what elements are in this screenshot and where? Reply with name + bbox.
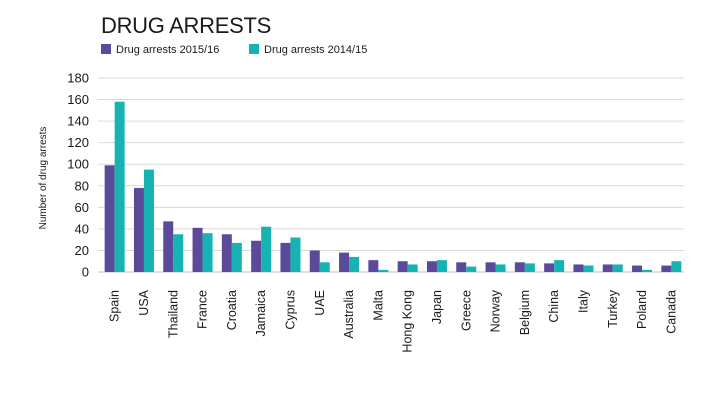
x-tick-label: Norway — [489, 289, 503, 332]
x-tick-label: Australia — [342, 290, 356, 339]
y-tick-label: 120 — [67, 135, 89, 150]
y-tick-label: 40 — [75, 221, 89, 236]
y-tick-label: 160 — [67, 92, 89, 107]
bar-usa-2014-15 — [143, 169, 154, 272]
x-tick-label: Belgium — [518, 290, 532, 335]
bar-greece-2014-15 — [466, 266, 477, 272]
bar-australia-2015-16 — [339, 252, 350, 272]
bar-hong-kong-2014-15 — [407, 264, 418, 272]
x-tick-label: Italy — [576, 289, 590, 313]
bar-croatia-2014-15 — [231, 242, 242, 272]
bar-uae-2015-16 — [309, 250, 320, 272]
bar-turkey-2014-15 — [612, 264, 623, 272]
y-axis-label: Number of drug arrests — [38, 127, 49, 230]
bar-france-2014-15 — [202, 233, 213, 272]
bar-poland-2014-15 — [642, 269, 653, 272]
bar-france-2015-16 — [192, 227, 203, 272]
bar-canada-2015-16 — [661, 265, 672, 272]
bar-cyprus-2015-16 — [280, 242, 291, 272]
x-tick-label: Croatia — [225, 290, 239, 330]
bar-australia-2014-15 — [349, 256, 360, 272]
x-tick-label: USA — [137, 289, 151, 315]
y-tick-label: 80 — [75, 178, 89, 193]
bar-uae-2014-15 — [319, 262, 330, 272]
x-tick-label: China — [547, 290, 561, 323]
chart-title: DRUG ARRESTS — [101, 13, 271, 38]
legend: Drug arrests 2015/16 Drug arrests 2014/1… — [101, 44, 367, 56]
bar-spain-2015-16 — [104, 165, 115, 272]
x-tick-label: Turkey — [606, 289, 620, 327]
bar-norway-2014-15 — [495, 264, 506, 272]
bar-turkey-2015-16 — [602, 264, 613, 272]
y-tick-label: 100 — [67, 157, 89, 172]
x-tick-label: Thailand — [166, 290, 180, 338]
bar-thailand-2014-15 — [173, 234, 184, 272]
bar-malta-2014-15 — [378, 269, 389, 272]
bar-cyprus-2014-15 — [290, 237, 301, 272]
y-tick-label: 140 — [67, 114, 89, 129]
bar-thailand-2015-16 — [163, 221, 174, 272]
y-tick-label: 20 — [75, 243, 89, 258]
bar-croatia-2015-16 — [221, 234, 232, 272]
bar-norway-2015-16 — [485, 262, 496, 272]
legend-label-2015-16: Drug arrests 2015/16 — [116, 44, 219, 56]
bar-belgium-2014-15 — [524, 263, 535, 272]
y-tick-label: 0 — [82, 265, 89, 280]
legend-swatch-2014-15 — [249, 44, 259, 54]
x-tick-label: Japan — [430, 290, 444, 324]
bar-greece-2015-16 — [456, 262, 467, 272]
x-tick-label: France — [196, 290, 210, 329]
bar-hong-kong-2015-16 — [397, 261, 408, 272]
bar-poland-2015-16 — [632, 265, 643, 272]
bar-spain-2014-15 — [114, 101, 125, 272]
y-axis-ticks: 0 20 40 60 80 100 120 140 160 180 — [67, 71, 89, 280]
x-tick-label: Hong Kong — [401, 290, 415, 353]
bar-japan-2014-15 — [436, 260, 447, 272]
bar-japan-2015-16 — [426, 261, 437, 272]
bar-italy-2015-16 — [573, 264, 584, 272]
legend-label-2014-15: Drug arrests 2014/15 — [264, 44, 367, 56]
bar-china-2014-15 — [554, 260, 565, 272]
x-tick-label: Poland — [635, 290, 649, 329]
x-tick-label: Canada — [664, 290, 678, 334]
x-axis-labels: Spain USA Thailand France Croatia Jamaica Cypr… — [108, 289, 679, 352]
x-tick-label: Cyprus — [283, 290, 297, 330]
bar-jamaica-2015-16 — [251, 240, 262, 272]
bar-italy-2014-15 — [583, 265, 594, 272]
gridlines — [98, 77, 684, 273]
bars — [104, 101, 682, 272]
x-tick-label: Spain — [108, 290, 122, 322]
x-tick-label: Malta — [371, 290, 385, 321]
x-tick-label: Greece — [459, 290, 473, 331]
y-tick-label: 60 — [75, 200, 89, 215]
bar-belgium-2015-16 — [514, 262, 525, 272]
legend-swatch-2015-16 — [101, 44, 111, 54]
y-tick-label: 180 — [67, 71, 89, 86]
x-tick-label: Jamaica — [254, 290, 268, 337]
bar-canada-2014-15 — [671, 261, 682, 272]
bar-usa-2015-16 — [133, 187, 144, 272]
bar-jamaica-2014-15 — [261, 226, 272, 272]
bar-china-2015-16 — [544, 263, 555, 272]
x-tick-label: UAE — [313, 290, 327, 316]
bar-malta-2015-16 — [368, 260, 379, 272]
